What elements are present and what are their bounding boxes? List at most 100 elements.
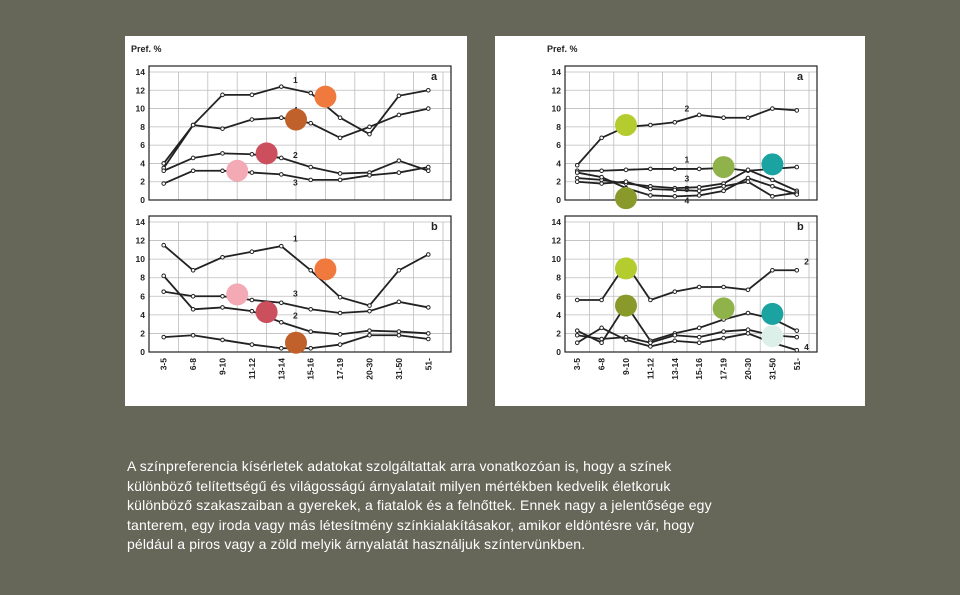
x-tick-label: 9-10: [218, 358, 228, 375]
data-point: [161, 181, 167, 186]
data-point: [308, 120, 313, 126]
color-swatch: [615, 294, 637, 317]
series-line-3: [163, 290, 429, 314]
data-point: [308, 90, 313, 96]
data-point: [696, 325, 702, 331]
data-point: [249, 342, 255, 347]
data-point: [672, 194, 678, 199]
y-tick-label: 0: [556, 195, 561, 205]
data-point: [426, 164, 431, 170]
data-point: [308, 345, 313, 351]
y-tick-label: 12: [552, 236, 562, 246]
y-tick-label: 2: [140, 177, 145, 187]
data-point: [426, 331, 431, 336]
data-point: [648, 166, 653, 172]
data-point: [396, 112, 402, 118]
x-tick-label: 20-30: [743, 358, 753, 380]
color-swatch: [615, 257, 637, 280]
series-label: 1: [685, 155, 690, 165]
y-tick-label: 8: [140, 122, 145, 132]
y-tick-label: 2: [556, 177, 561, 187]
subplot-b: 0 2 4 6 8 10 12 14 b 2 4: [552, 215, 818, 357]
color-swatch: [761, 325, 784, 348]
series-line-1: [162, 85, 429, 169]
data-point: [279, 115, 284, 121]
data-point: [220, 254, 225, 260]
y-tick-label: 0: [140, 195, 145, 205]
data-point: [249, 117, 255, 122]
data-point: [367, 303, 372, 308]
y-tick-label: 8: [556, 122, 561, 132]
data-point: [745, 115, 751, 121]
chart-right: Pref. % 0 2 4 6 8 10 12 14 a 2 1 35 4 0 2 4 6 8 10 12 14 b 2 4 3-…: [547, 44, 818, 380]
data-point: [672, 332, 678, 338]
x-tick-label: 11-12: [247, 358, 257, 380]
data-point: [396, 332, 402, 338]
x-tick-label: 51-: [792, 358, 802, 370]
y-tick-label: 8: [556, 273, 561, 283]
data-point: [426, 168, 431, 174]
data-point: [745, 167, 751, 173]
data-point: [599, 181, 604, 186]
series-label: 2: [293, 150, 298, 160]
data-point: [574, 170, 580, 175]
color-swatch: [314, 258, 337, 281]
data-point: [367, 131, 372, 137]
chart-panel-right: Pref. % 0 2 4 6 8 10 12 14 a 2 1 3 5 4 0 2 4 6 8 10 12 14 b 2 4 3-…: [495, 36, 865, 406]
data-point: [308, 306, 313, 312]
data-point: [220, 293, 225, 299]
data-point: [367, 332, 372, 338]
x-tick-label: 31-50: [394, 358, 404, 380]
y-tick-label: 6: [556, 291, 561, 301]
data-point: [190, 168, 196, 174]
data-point: [599, 168, 604, 174]
color-swatch: [314, 85, 337, 108]
chart-panel-left: Pref. %02468101214a142302468101214b13243…: [125, 36, 467, 406]
subplot-letter: a: [797, 71, 804, 83]
subplot-a: 02468101214a1423: [136, 65, 452, 205]
data-point: [308, 267, 313, 273]
data-point: [696, 112, 702, 118]
y-tick-label: 0: [140, 347, 145, 357]
color-swatch: [226, 159, 249, 182]
y-tick-label: 0: [556, 347, 561, 357]
data-point: [648, 344, 653, 349]
series-label: 1: [293, 75, 298, 85]
data-point: [337, 171, 343, 176]
y-axis-label: Pref. %: [131, 44, 162, 54]
subplot-letter: b: [797, 221, 804, 233]
data-point: [337, 177, 343, 183]
series-line-4: [163, 166, 429, 185]
series-line-1: [577, 166, 797, 172]
y-tick-label: 6: [140, 291, 145, 301]
data-point: [623, 167, 629, 173]
data-point: [574, 328, 580, 333]
data-point: [426, 305, 431, 310]
y-tick-label: 14: [552, 217, 562, 227]
data-point: [599, 174, 604, 180]
x-tick-label: 20-30: [365, 358, 375, 380]
series-label: 1: [293, 234, 298, 244]
x-tick-label: 11-12: [645, 358, 655, 380]
data-point: [367, 173, 372, 178]
data-point: [190, 122, 196, 128]
series-label: 2: [293, 311, 298, 321]
x-tick-label: 17-19: [719, 358, 729, 380]
data-point: [279, 84, 284, 89]
data-point: [648, 193, 653, 198]
data-point: [337, 332, 343, 337]
data-point: [574, 175, 580, 181]
caption-line: például a piros vagy a zöld melyik árnya…: [127, 536, 586, 553]
data-point: [249, 308, 255, 314]
data-point: [279, 300, 284, 306]
subplot-frame: [564, 65, 818, 201]
data-point: [220, 92, 225, 98]
data-point: [161, 289, 167, 294]
y-tick-label: 4: [140, 158, 145, 168]
data-point: [745, 310, 751, 316]
series-line-2: [163, 275, 429, 336]
data-point: [279, 243, 284, 249]
data-point: [696, 334, 702, 340]
y-tick-label: 8: [140, 273, 145, 283]
data-point: [279, 155, 284, 161]
